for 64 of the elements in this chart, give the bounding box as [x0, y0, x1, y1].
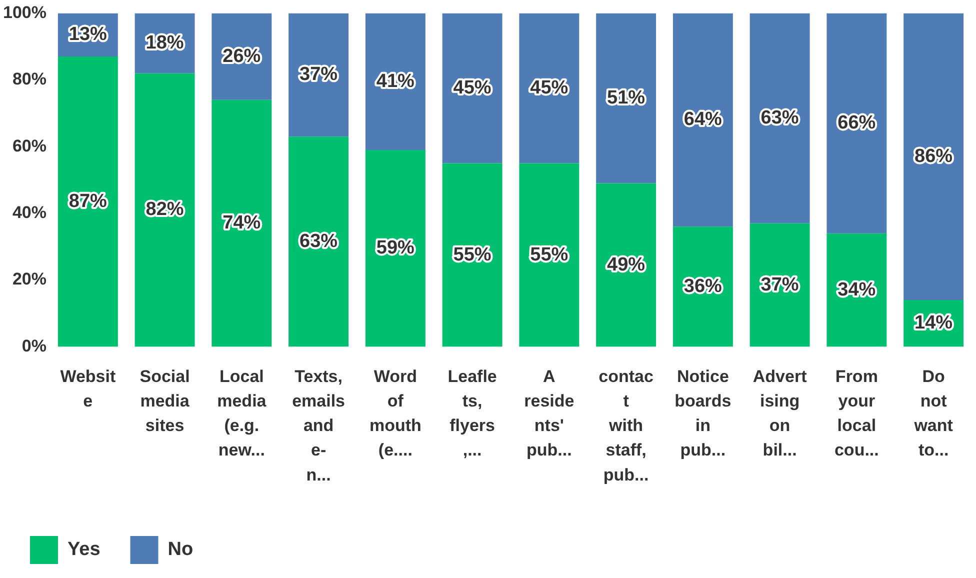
bar	[826, 233, 887, 347]
data-label: 63%	[760, 108, 799, 129]
data-label: 82%	[146, 199, 184, 220]
bar	[365, 13, 426, 150]
y-tick-label: 0%	[22, 336, 46, 356]
data-label: 37%	[300, 64, 338, 86]
legend-label: Yes	[68, 539, 100, 560]
data-label: 41%	[376, 70, 415, 92]
x-tick-label: Texts, emails and e- n...	[292, 366, 346, 484]
bar	[750, 13, 810, 224]
data-label: 51%	[607, 87, 646, 108]
y-tick-label: 80%	[12, 70, 46, 89]
data-label: 34%	[838, 279, 876, 300]
data-label: 55%	[530, 244, 568, 266]
bar	[826, 13, 887, 234]
bar	[519, 13, 580, 164]
data-label: 64%	[684, 109, 722, 130]
bar	[596, 183, 656, 347]
x-tick-label: Do not want to...	[913, 366, 954, 460]
y-tick-label: 20%	[12, 270, 46, 289]
x-tick-label: From your local cou...	[834, 366, 879, 460]
data-label: 14%	[914, 312, 953, 334]
bar	[904, 13, 964, 300]
data-label: 86%	[914, 146, 953, 167]
x-tick-label: contac t with staff, pub...	[598, 366, 654, 484]
data-label: 45%	[530, 77, 568, 98]
data-label: 63%	[300, 230, 338, 252]
y-tick-label: 100%	[2, 2, 46, 22]
bar	[672, 13, 733, 227]
bar	[750, 223, 810, 347]
bar	[596, 13, 656, 184]
data-label: 55%	[453, 244, 492, 266]
bar	[288, 13, 349, 137]
legend-label: No	[168, 539, 194, 560]
x-tick-label: Leafle ts, flyers ,...	[448, 366, 497, 460]
data-label: 26%	[222, 46, 261, 67]
bar	[519, 163, 580, 347]
x-tick-label: Websit e	[60, 366, 116, 410]
data-label: 59%	[376, 238, 415, 259]
y-tick-label: 60%	[12, 136, 46, 156]
bar	[672, 226, 733, 347]
x-tick-label: Social media sites	[140, 366, 190, 436]
data-label: 13%	[68, 24, 108, 46]
bar	[58, 56, 118, 347]
x-tick-label: Notice boards in pub...	[674, 366, 732, 460]
data-label: 74%	[222, 212, 261, 234]
data-label: 36%	[684, 276, 722, 297]
bar	[365, 150, 426, 347]
x-tick-label: Local media (e.g. new...	[217, 366, 267, 460]
bar	[442, 163, 502, 347]
x-tick-label: A reside nts' pub...	[524, 366, 574, 460]
x-tick-label: Word of mouth (e....	[369, 366, 422, 460]
data-label: 49%	[607, 254, 646, 276]
y-tick-label: 40%	[12, 203, 46, 222]
bar	[134, 73, 195, 347]
data-label: 66%	[838, 112, 876, 134]
data-label: 45%	[453, 77, 492, 98]
bar	[442, 13, 502, 164]
data-label: 18%	[146, 32, 184, 54]
data-label: 87%	[68, 190, 108, 212]
bar	[212, 100, 272, 347]
x-tick-label: Advert ising on bil...	[752, 366, 808, 460]
bar	[288, 136, 349, 347]
data-label: 37%	[760, 274, 799, 296]
